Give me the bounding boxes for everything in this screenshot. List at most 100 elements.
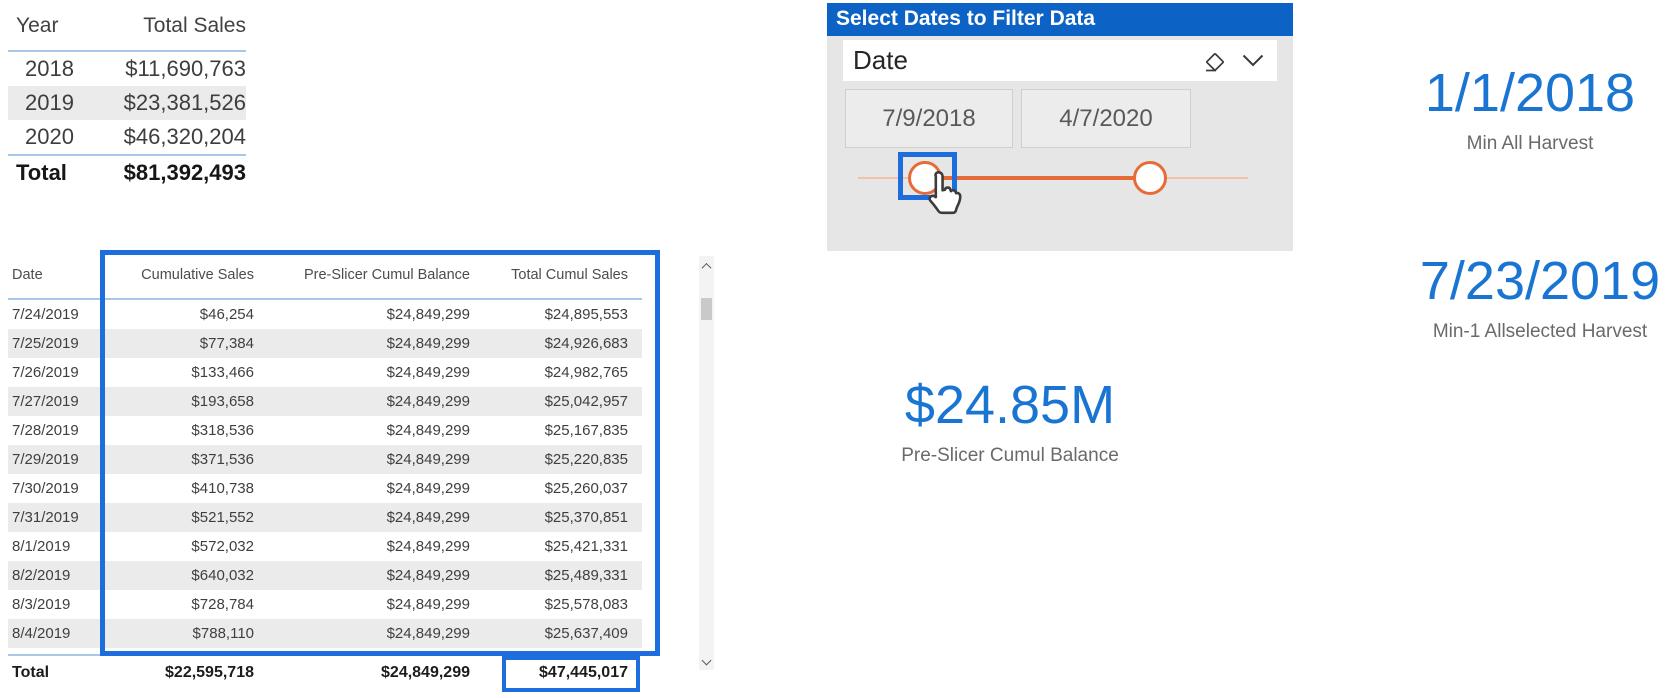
table-row[interactable]: 7/27/2019 $193,658 $24,849,299 $25,042,957	[8, 387, 642, 416]
table-row[interactable]: 8/4/2019 $788,110 $24,849,299 $25,637,409	[8, 619, 642, 648]
detail-header-cumulative-sales[interactable]: Cumulative Sales	[141, 267, 254, 283]
cumulative-sales-table: Date Cumulative Sales Pre-Slicer Cumul B…	[8, 252, 642, 690]
table-row[interactable]: 7/26/2019 $133,466 $24,849,299 $24,982,765	[8, 358, 642, 387]
slider-handle-focus-box	[898, 152, 957, 200]
pre-slicer-balance-cell: $24,849,299	[386, 509, 470, 526]
chevron-down-icon[interactable]	[1241, 53, 1265, 68]
cumulative-sales-cell: $318,536	[191, 422, 254, 439]
card-label: Min All Harvest	[1466, 133, 1594, 155]
scrollbar-down-button[interactable]	[699, 652, 714, 668]
cumulative-sales-cell: $521,552	[191, 509, 254, 526]
detail-total-total-cumul: $47,445,017	[539, 664, 628, 681]
detail-total-pre-slicer: $24,849,299	[381, 664, 470, 681]
total-cumul-sales-cell: $25,637,409	[544, 625, 628, 642]
date-cell: 8/2/2019	[12, 567, 71, 584]
slicer-field-icons	[1199, 46, 1277, 76]
pre-slicer-balance-cell: $24,849,299	[386, 538, 470, 555]
pre-slicer-balance-cell: $24,849,299	[386, 596, 470, 613]
yearly-total-value: $81,392,493	[123, 160, 246, 185]
table-row[interactable]: 8/3/2019 $728,784 $24,849,299 $25,578,083	[8, 590, 642, 619]
total-cumul-sales-cell: $25,421,331	[544, 538, 628, 555]
hand-cursor-icon	[928, 171, 962, 215]
pre-slicer-balance-cell: $24,849,299	[386, 625, 470, 642]
date-cell: 7/26/2019	[12, 364, 79, 381]
date-cell: 8/3/2019	[12, 596, 71, 613]
slider-right-handle[interactable]	[1133, 161, 1167, 195]
card-min-all-harvest: 1/1/2018 Min All Harvest	[1380, 63, 1680, 155]
detail-header-separator	[8, 298, 642, 300]
pre-slicer-balance-cell: $24,849,299	[386, 364, 470, 381]
pre-slicer-balance-cell: $24,849,299	[386, 393, 470, 410]
date-cell: 8/1/2019	[12, 538, 71, 555]
total-cumul-sales-cell: $25,370,851	[544, 509, 628, 526]
pre-slicer-balance-cell: $24,849,299	[386, 422, 470, 439]
yearly-table-body: 2018 $11,690,763 2019 $23,381,526 2020 $46,32…	[8, 52, 246, 154]
yearly-header-year[interactable]: Year	[16, 14, 59, 37]
table-row[interactable]: 7/31/2019 $521,552 $24,849,299 $25,370,851	[8, 503, 642, 532]
slicer-start-date-input[interactable]: 7/9/2018	[845, 89, 1013, 148]
yearly-total-separator	[8, 154, 246, 156]
date-cell: 7/24/2019	[12, 306, 79, 323]
card-pre-slicer-cumul-balance: $24.85M Pre-Slicer Cumul Balance	[860, 375, 1160, 467]
scrollbar-up-button[interactable]	[699, 258, 714, 274]
total-cumul-sales-cell: $25,167,835	[544, 422, 628, 439]
total-sales-cell: $46,320,204	[123, 124, 246, 149]
card-min1-allselected-harvest: 7/23/2019 Min-1 Allselected Harvest	[1390, 251, 1680, 343]
detail-header-date[interactable]: Date	[12, 267, 43, 283]
table-row[interactable]: 2019 $23,381,526	[8, 86, 246, 120]
table-scrollbar[interactable]	[699, 256, 714, 670]
table-row[interactable]: 7/30/2019 $410,738 $24,849,299 $25,260,037	[8, 474, 642, 503]
slicer-body: Date 7/9/2018 4/7/2020	[827, 36, 1293, 251]
slicer-end-date-input[interactable]: 4/7/2020	[1021, 89, 1191, 148]
card-value: $24.85M	[904, 375, 1116, 435]
date-cell: 7/25/2019	[12, 335, 79, 352]
total-cumul-sales-cell: $25,489,331	[544, 567, 628, 584]
yearly-header-total-sales[interactable]: Total Sales	[143, 14, 246, 37]
chevron-up-icon	[701, 262, 712, 273]
date-cell: 7/29/2019	[12, 451, 79, 468]
highlight-box-columns	[100, 250, 660, 656]
yearly-header-separator	[8, 50, 246, 52]
slicer-title: Select Dates to Filter Data	[827, 3, 1293, 36]
highlight-box-total-value	[502, 656, 640, 692]
pre-slicer-balance-cell: $24,849,299	[386, 306, 470, 323]
date-cell: 7/27/2019	[12, 393, 79, 410]
card-label: Pre-Slicer Cumul Balance	[901, 445, 1119, 467]
detail-header-pre-slicer-cumul-balance[interactable]: Pre-Slicer Cumul Balance	[303, 267, 470, 283]
year-cell: 2018	[25, 56, 74, 81]
slider-active-range[interactable]	[925, 176, 1150, 180]
cumulative-sales-cell: $728,784	[191, 596, 254, 613]
date-cell: 7/30/2019	[12, 480, 79, 497]
cumulative-sales-cell: $133,466	[191, 364, 254, 381]
total-sales-cell: $23,381,526	[123, 90, 246, 115]
table-row[interactable]: 7/29/2019 $371,536 $24,849,299 $25,220,835	[8, 445, 642, 474]
scrollbar-thumb[interactable]	[701, 298, 712, 320]
total-cumul-sales-cell: $25,578,083	[544, 596, 628, 613]
date-cell: 8/4/2019	[12, 625, 71, 642]
table-row[interactable]: 8/2/2019 $640,032 $24,849,299 $25,489,331	[8, 561, 642, 590]
table-row[interactable]: 2018 $11,690,763	[8, 52, 246, 86]
total-cumul-sales-cell: $25,042,957	[544, 393, 628, 410]
total-cumul-sales-cell: $24,982,765	[544, 364, 628, 381]
total-sales-cell: $11,690,763	[125, 56, 246, 81]
detail-header-total-cumul-sales[interactable]: Total Cumul Sales	[511, 267, 628, 283]
cumulative-sales-cell: $193,658	[191, 393, 254, 410]
table-row[interactable]: 2020 $46,320,204	[8, 120, 246, 154]
pre-slicer-balance-cell: $24,849,299	[386, 480, 470, 497]
total-cumul-sales-cell: $25,260,037	[544, 480, 628, 497]
date-slicer: Select Dates to Filter Data Date 7/9/201…	[827, 3, 1293, 251]
total-cumul-sales-cell: $24,895,553	[544, 306, 628, 323]
yearly-total-row: Total $81,392,493	[8, 156, 246, 190]
table-row[interactable]: 7/25/2019 $77,384 $24,849,299 $24,926,683	[8, 329, 642, 358]
cumulative-sales-cell: $572,032	[191, 538, 254, 555]
total-cumul-sales-cell: $25,220,835	[544, 451, 628, 468]
year-cell: 2019	[25, 90, 74, 115]
eraser-icon[interactable]	[1199, 46, 1229, 76]
table-row[interactable]: 7/24/2019 $46,254 $24,849,299 $24,895,553	[8, 300, 642, 329]
table-row[interactable]: 7/28/2019 $318,536 $24,849,299 $25,167,835	[8, 416, 642, 445]
date-cell: 7/28/2019	[12, 422, 79, 439]
slicer-field-dropdown[interactable]: Date	[843, 40, 1277, 81]
year-cell: 2020	[25, 124, 74, 149]
table-row[interactable]: 8/1/2019 $572,032 $24,849,299 $25,421,331	[8, 532, 642, 561]
cumulative-sales-cell: $788,110	[192, 625, 254, 642]
